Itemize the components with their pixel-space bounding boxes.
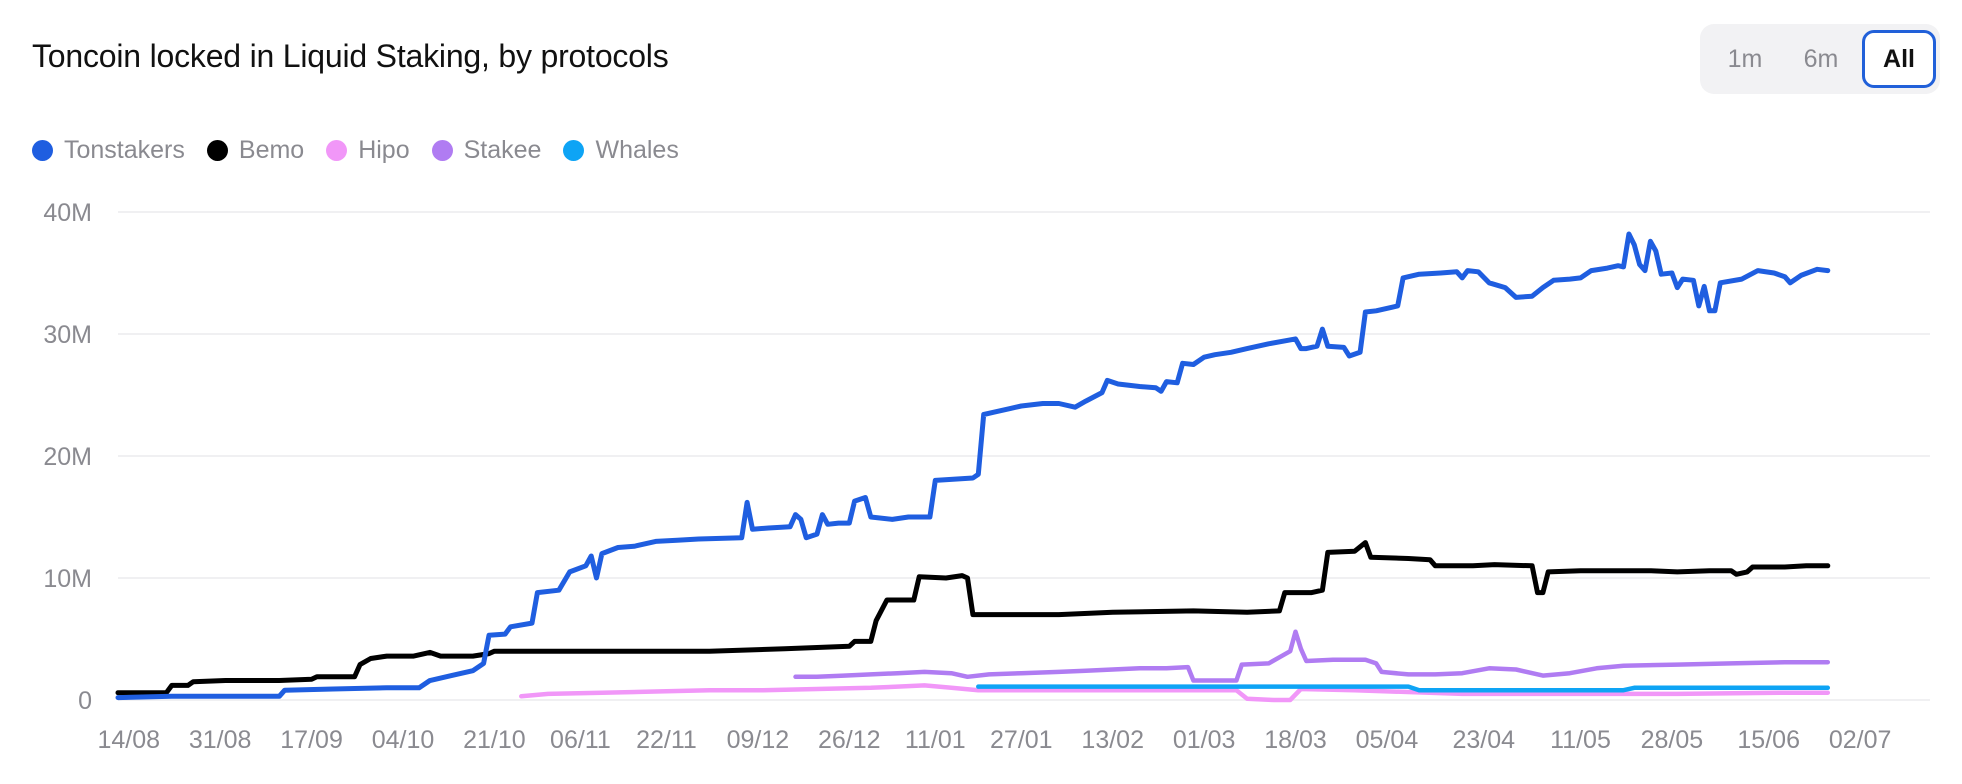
y-tick-label: 20M bbox=[43, 443, 92, 471]
legend-item-tonstakers[interactable]: Tonstakers bbox=[32, 136, 185, 165]
x-tick-label: 21/10 bbox=[463, 726, 526, 754]
legend-label-tonstakers: Tonstakers bbox=[64, 135, 185, 164]
series-line-tonstakers bbox=[115, 231, 1831, 701]
time-range-selector: 1m 6m All bbox=[1700, 24, 1940, 94]
x-tick-label: 11/05 bbox=[1550, 726, 1611, 754]
x-tick-label: 06/11 bbox=[550, 726, 611, 754]
x-tick-label: 11/01 bbox=[905, 726, 966, 754]
x-tick-label: 01/03 bbox=[1173, 726, 1236, 754]
chart-legend: Tonstakers Bemo Hipo Stakee Whales bbox=[32, 132, 679, 168]
range-all-button[interactable]: All bbox=[1862, 30, 1936, 88]
legend-item-hipo[interactable]: Hipo bbox=[326, 135, 410, 165]
x-tick-label: 31/08 bbox=[189, 726, 252, 754]
legend-dot-stakee bbox=[431, 139, 453, 161]
legend-dot-whales bbox=[563, 139, 585, 161]
y-tick-label: 30M bbox=[43, 321, 92, 349]
series-line-whales bbox=[976, 684, 1831, 693]
chart-title: Toncoin locked in Liquid Staking, by pro… bbox=[32, 38, 669, 74]
legend-dot-hipo bbox=[326, 139, 348, 161]
x-tick-label: 23/04 bbox=[1452, 726, 1515, 754]
x-tick-label: 27/01 bbox=[990, 726, 1053, 754]
legend-dot-tonstakers bbox=[32, 139, 53, 161]
legend-label-bemo: Bemo bbox=[238, 135, 305, 164]
legend-label-hipo: Hipo bbox=[358, 135, 410, 164]
x-tick-label: 18/03 bbox=[1264, 726, 1327, 754]
y-tick-label: 0 bbox=[78, 687, 92, 715]
legend-label-whales: Whales bbox=[595, 135, 679, 164]
series-line-hipo bbox=[519, 683, 1831, 703]
x-tick-label: 09/12 bbox=[727, 726, 790, 754]
x-tick-label: 15/06 bbox=[1737, 726, 1800, 754]
legend-dot-bemo bbox=[206, 139, 228, 161]
legend-label-stakee: Stakee bbox=[463, 135, 542, 164]
series-line-bemo bbox=[115, 540, 1831, 696]
range-1m-button[interactable]: 1m bbox=[1710, 30, 1780, 88]
range-6m-button[interactable]: 6m bbox=[1786, 30, 1856, 88]
x-tick-label: 28/05 bbox=[1641, 726, 1704, 754]
x-tick-label: 17/09 bbox=[280, 726, 343, 754]
x-tick-label: 04/10 bbox=[372, 726, 435, 754]
x-tick-label: 05/04 bbox=[1356, 726, 1419, 754]
x-tick-label: 22/11 bbox=[636, 726, 697, 754]
x-tick-label: 13/02 bbox=[1081, 726, 1144, 754]
series-line-stakee bbox=[793, 629, 1831, 683]
legend-item-whales[interactable]: Whales bbox=[563, 135, 679, 165]
y-tick-label: 40M bbox=[43, 199, 92, 227]
legend-item-bemo[interactable]: Bemo bbox=[206, 135, 305, 165]
y-tick-label: 10M bbox=[43, 565, 92, 593]
legend-item-stakee[interactable]: Stakee bbox=[431, 135, 542, 165]
x-tick-label: 14/08 bbox=[97, 726, 160, 754]
x-tick-label: 02/07 bbox=[1829, 726, 1892, 754]
x-tick-label: 26/12 bbox=[818, 726, 881, 754]
